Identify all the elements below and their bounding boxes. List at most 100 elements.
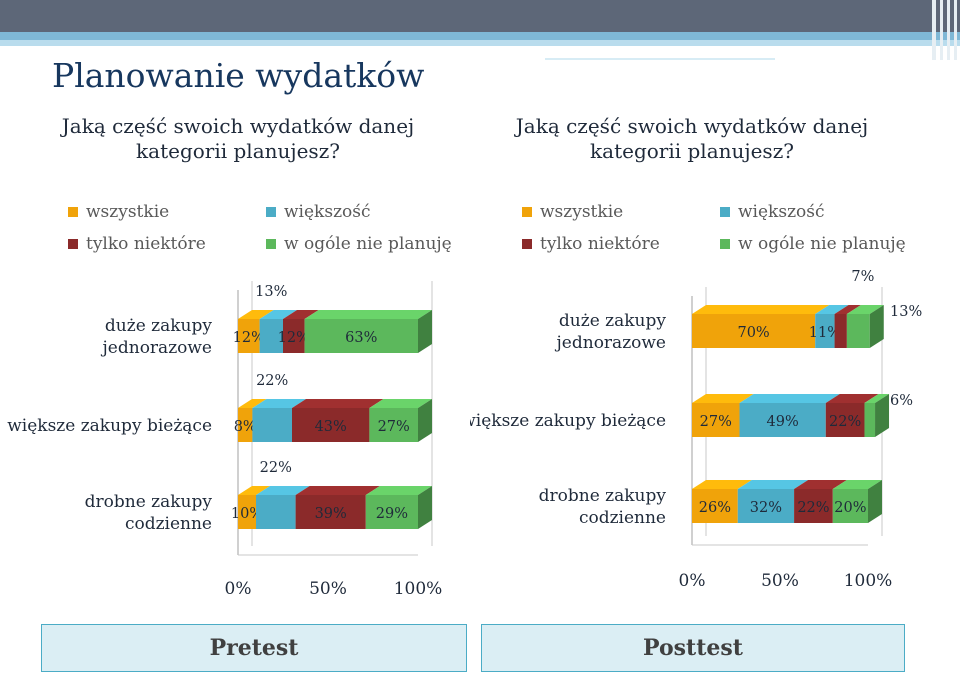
bar-segment xyxy=(292,408,370,442)
x-tick-label: 0% xyxy=(679,571,706,591)
caption-pretest: Pretest xyxy=(41,624,467,672)
category-label-line: jednorazowe xyxy=(101,338,212,358)
data-label: 7% xyxy=(851,269,874,285)
category-label: większe zakupy bieżące xyxy=(470,411,666,431)
x-tick-label: 100% xyxy=(844,571,893,591)
data-label: 43% xyxy=(315,419,347,435)
chart-posttest: 0% 50% 100% duże zakupy jednorazowe 70% 11% 7% 1… xyxy=(470,269,922,591)
bar-segment xyxy=(692,403,740,437)
legend-swatch xyxy=(522,207,532,217)
bar-segment xyxy=(365,495,418,529)
legend-label: wszystkie xyxy=(540,202,624,222)
bar-segment-top xyxy=(238,399,267,408)
bar-segment-top xyxy=(252,399,306,408)
legend-item: większość xyxy=(266,202,371,222)
legend-posttest: wszystkie większość tylko niektóre w ogó… xyxy=(522,202,942,262)
bar-segment-top xyxy=(283,310,319,319)
x-tick-label: 50% xyxy=(761,571,799,591)
bar-segment xyxy=(256,495,296,529)
bar-segment-top xyxy=(292,399,384,408)
category-label-line: codzienne xyxy=(125,514,212,534)
bar-segment xyxy=(846,314,870,348)
category-label-line: większe zakupy bieżące xyxy=(7,416,212,436)
bar-segment xyxy=(692,489,738,523)
legend-swatch xyxy=(720,207,730,217)
question-posttest: Jaką część swoich wydatków danej kategor… xyxy=(515,114,869,163)
data-label: 29% xyxy=(376,506,408,522)
bar-segment xyxy=(834,314,847,348)
data-label: 12% xyxy=(233,330,265,346)
legend-swatch xyxy=(522,239,532,249)
page-title: Planowanie wydatków xyxy=(52,56,425,95)
category-label-line: duże zakupy xyxy=(105,316,212,336)
bar-segment xyxy=(304,319,418,353)
data-label: 32% xyxy=(750,500,782,516)
data-label: 39% xyxy=(315,506,347,522)
bar-segment xyxy=(864,403,876,437)
legend-swatch xyxy=(68,239,78,249)
legend-label: tylko niektóre xyxy=(86,234,206,254)
bar-segment xyxy=(238,408,253,442)
data-label: 22% xyxy=(797,500,829,516)
data-label: 8% xyxy=(234,419,257,435)
bar-segment xyxy=(692,314,816,348)
data-label: 70% xyxy=(737,325,769,341)
legend-label: większość xyxy=(738,202,825,222)
bar-segment-top xyxy=(365,486,432,495)
legend-label: wszystkie xyxy=(86,202,170,222)
category-label: duże zakupy jednorazowe xyxy=(101,316,213,358)
legend-item: tylko niektóre xyxy=(522,234,660,254)
bar-segment-top xyxy=(825,394,879,403)
data-label: 13% xyxy=(255,284,287,300)
bar-segment xyxy=(295,495,366,529)
data-label: 49% xyxy=(767,414,799,430)
bar-segment xyxy=(739,403,826,437)
data-label: 22% xyxy=(829,414,861,430)
legend-swatch xyxy=(266,207,276,217)
bar-segment xyxy=(794,489,833,523)
bar-segment xyxy=(252,408,292,442)
category-label-line: większe zakupy bieżące xyxy=(470,411,666,431)
legend-label: większość xyxy=(284,202,371,222)
title-bar-decoration xyxy=(0,0,960,60)
chart-pretest: 0% 50% 100% duże zakupy jednorazowe 12% 13% 12%… xyxy=(7,281,442,599)
bar-segment-top xyxy=(739,394,840,403)
bar-segment xyxy=(238,495,256,529)
category-label: większe zakupy bieżące xyxy=(7,416,212,436)
bar-segment-top xyxy=(864,394,890,403)
legend-pretest: wszystkie większość tylko niektóre w ogó… xyxy=(68,202,488,262)
category-label: drobne zakupy codzienne xyxy=(539,486,667,528)
bar-end-face xyxy=(418,310,432,353)
data-label: 10% xyxy=(231,506,263,522)
legend-label: w ogóle nie planuję xyxy=(284,234,452,254)
bar-end-face xyxy=(868,480,882,523)
bar-segment xyxy=(369,408,418,442)
bar-segment-top xyxy=(369,399,432,408)
bar-segment-top xyxy=(692,394,754,403)
x-tick-label: 50% xyxy=(309,579,347,599)
data-label: 22% xyxy=(260,460,292,476)
data-label: 22% xyxy=(256,373,288,389)
legend-label: w ogóle nie planuję xyxy=(738,234,906,254)
bar-segment xyxy=(283,319,305,353)
bar-segment-top xyxy=(692,305,830,314)
legend-swatch xyxy=(266,239,276,249)
data-label: 63% xyxy=(345,330,377,346)
bar-end-face xyxy=(418,486,432,529)
bar-end-face xyxy=(418,399,432,442)
bar-segment-top xyxy=(304,310,432,319)
legend-item: w ogóle nie planuję xyxy=(266,234,452,254)
bar-segment-top xyxy=(259,310,297,319)
bar-segment xyxy=(832,489,868,523)
category-label-line: duże zakupy xyxy=(559,311,666,331)
data-label: 6% xyxy=(890,393,913,409)
category-label-line: jednorazowe xyxy=(555,333,666,353)
caption-posttest: Posttest xyxy=(481,624,905,672)
bar-segment xyxy=(238,319,260,353)
legend-item: wszystkie xyxy=(522,202,623,222)
bar-segment xyxy=(825,403,865,437)
bar-end-face xyxy=(875,394,890,437)
caption-label: Pretest xyxy=(209,635,299,661)
category-label: drobne zakupy codzienne xyxy=(85,492,213,534)
legend-item: większość xyxy=(720,202,825,222)
